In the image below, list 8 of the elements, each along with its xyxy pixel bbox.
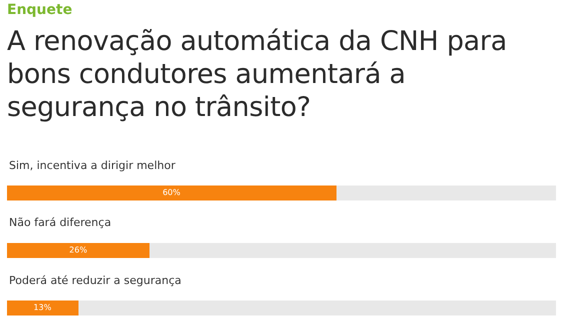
data-label: 13% bbox=[34, 302, 52, 312]
data-label: 26% bbox=[69, 245, 88, 254]
data-label: 60% bbox=[162, 188, 181, 197]
y-tick-label: Sim, incentiva a dirigir melhor bbox=[9, 159, 176, 172]
y-tick-label: Não fará diferença bbox=[9, 216, 112, 229]
chart-subtitle: Enquete bbox=[7, 2, 72, 18]
y-tick-label: Poderá até reduzir a segurança bbox=[9, 274, 182, 287]
chart-title: A renovação automática da CNH para bons condutores aumentará a segurança no trânsito? bbox=[7, 25, 508, 124]
